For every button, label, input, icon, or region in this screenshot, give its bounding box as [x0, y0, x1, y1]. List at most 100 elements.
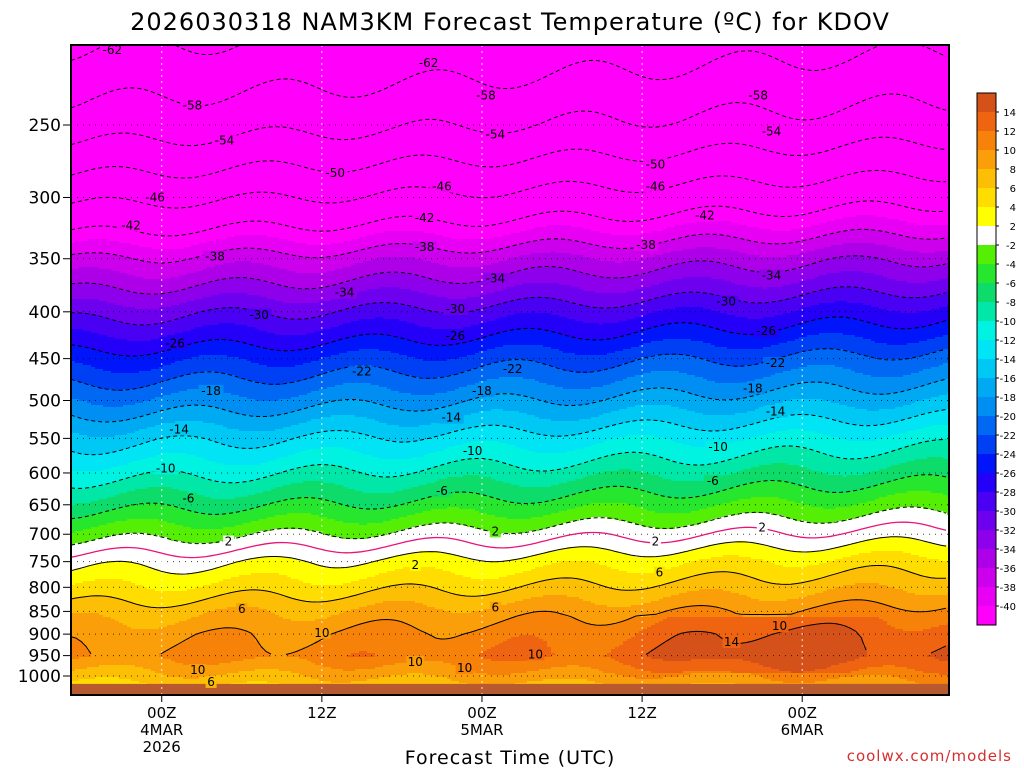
temperature-band [139, 355, 144, 372]
temperature-band [227, 249, 232, 264]
temperature-band [727, 349, 732, 366]
temperature-band [675, 677, 680, 688]
temperature-band [555, 563, 560, 580]
temperature-band [143, 401, 148, 416]
temperature-band [499, 377, 504, 394]
temperature-band [543, 487, 548, 502]
temperature-band [295, 579, 300, 600]
temperature-band [723, 671, 728, 674]
temperature-band [631, 305, 636, 320]
temperature-band [407, 45, 412, 232]
temperature-band [319, 301, 324, 316]
temperature-band [511, 377, 516, 396]
temperature-band [251, 573, 256, 590]
temperature-band [567, 665, 572, 680]
temperature-band [383, 335, 388, 352]
temperature-band [99, 405, 104, 422]
temperature-band [519, 255, 524, 272]
temperature-band [339, 255, 344, 270]
temperature-band [739, 557, 744, 576]
temperature-band [315, 449, 320, 466]
temperature-band [699, 509, 704, 524]
temperature-band [603, 441, 608, 458]
temperature-band [367, 419, 372, 436]
temperature-band [615, 411, 620, 426]
temperature-band [727, 591, 732, 612]
temperature-band [647, 405, 652, 420]
temperature-band [107, 511, 112, 524]
temperature-band [275, 351, 280, 368]
temperature-band [699, 631, 704, 660]
temperature-band [711, 279, 716, 296]
temperature-band [503, 345, 508, 362]
temperature-band [543, 347, 548, 366]
temperature-band [311, 515, 316, 532]
temperature-band [95, 351, 100, 370]
temperature-band [291, 319, 296, 336]
temperature-band [627, 487, 632, 506]
temperature-band [335, 503, 340, 522]
temperature-band [103, 317, 108, 336]
temperature-band [315, 665, 320, 680]
temperature-band [387, 521, 392, 534]
temperature-band [703, 415, 708, 432]
temperature-band [395, 373, 400, 392]
temperature-band [743, 485, 748, 500]
temperature-band [331, 387, 336, 402]
temperature-band [179, 407, 184, 422]
temperature-band [463, 415, 468, 430]
temperature-band [371, 509, 376, 524]
temperature-band [83, 669, 88, 680]
temperature-band [667, 497, 672, 514]
temperature-band [655, 659, 660, 674]
temperature-band [303, 319, 308, 336]
temperature-band [699, 589, 704, 606]
temperature-band [527, 469, 532, 488]
temperature-band [483, 309, 488, 324]
temperature-band [547, 487, 552, 502]
temperature-band [651, 615, 656, 626]
temperature-band [399, 373, 404, 394]
temperature-band [279, 45, 284, 240]
temperature-band [223, 307, 228, 324]
temperature-band [479, 367, 484, 382]
temperature-band [607, 487, 612, 504]
temperature-band [231, 395, 236, 414]
temperature-band [207, 241, 212, 256]
temperature-band [379, 245, 384, 258]
temperature-band [247, 575, 252, 592]
temperature-band [647, 287, 652, 302]
temperature-band [559, 405, 564, 422]
temperature-band [347, 431, 352, 450]
temperature-band [475, 281, 480, 298]
temperature-band [671, 371, 676, 390]
temperature-band [163, 409, 168, 424]
temperature-band [95, 471, 100, 488]
temperature-band [383, 439, 388, 460]
temperature-band [519, 413, 524, 430]
temperature-band [283, 287, 288, 304]
temperature-band [251, 521, 256, 534]
temperature-band [95, 501, 100, 514]
temperature-band [299, 303, 304, 320]
temperature-band [347, 45, 352, 242]
temperature-band [423, 567, 428, 586]
temperature-band [123, 465, 128, 480]
temperature-band [535, 45, 540, 228]
temperature-band [495, 661, 500, 676]
temperature-band [307, 421, 312, 436]
temperature-band [231, 465, 236, 484]
temperature-band [515, 519, 520, 534]
temperature-band [551, 667, 556, 680]
temperature-band [567, 495, 572, 510]
temperature-band [331, 601, 336, 616]
temperature-band [619, 263, 624, 278]
temperature-band [287, 383, 292, 400]
temperature-band [603, 339, 608, 356]
temperature-band [587, 323, 592, 340]
temperature-band [491, 647, 496, 662]
temperature-band [91, 405, 96, 422]
temperature-band [159, 571, 164, 592]
temperature-band [223, 565, 228, 580]
temperature-band [435, 235, 440, 250]
